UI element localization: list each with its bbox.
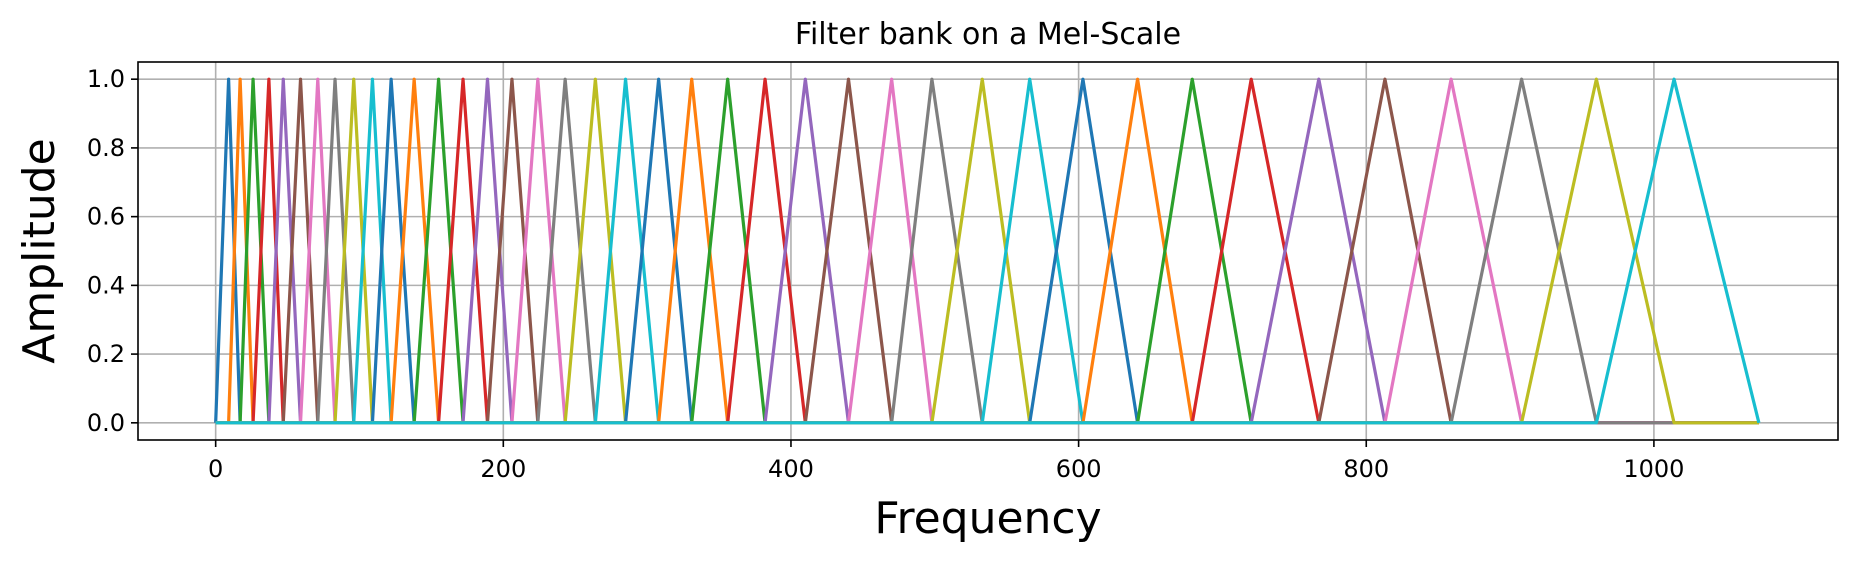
series-layer (214, 77, 1761, 425)
y-tick-label: 1.0 (87, 65, 125, 93)
x-tick-label: 400 (768, 455, 814, 483)
chart-title: Filter bank on a Mel-Scale (795, 17, 1181, 52)
y-tick-label: 0.4 (87, 271, 125, 299)
x-tick-label: 600 (1056, 455, 1102, 483)
ticks: 0 200 400 600 800 1000 0.0 0.2 0.4 0.6 0.8 1.0 (87, 65, 1685, 483)
x-axis-label: Frequency (874, 493, 1101, 544)
plot-frame (137, 61, 1839, 441)
y-tick-label: 0.0 (87, 409, 125, 437)
x-tick-label: 0 (208, 455, 223, 483)
y-tick-label: 0.8 (87, 134, 125, 162)
x-tick-label: 200 (480, 455, 526, 483)
y-tick-label: 0.6 (87, 203, 125, 231)
y-axis-label: Amplitude (14, 138, 65, 363)
y-tick-label: 0.2 (87, 340, 125, 368)
mel-filter-line (215, 77, 1761, 425)
x-tick-label: 1000 (1623, 455, 1684, 483)
x-tick-label: 800 (1343, 455, 1389, 483)
